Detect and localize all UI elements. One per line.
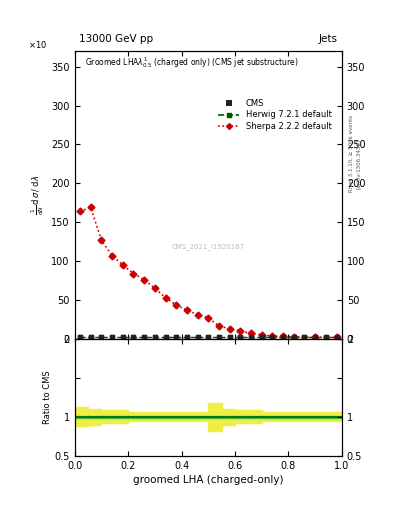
Text: CMS_2021_I1920187: CMS_2021_I1920187 bbox=[172, 243, 245, 250]
X-axis label: groomed LHA (charged-only): groomed LHA (charged-only) bbox=[133, 475, 283, 485]
Y-axis label: $\frac{1}{\mathrm{d}N}\,\mathrm{d}\,\sigma\,/\,\mathrm{d}\,\lambda$: $\frac{1}{\mathrm{d}N}\,\mathrm{d}\,\sig… bbox=[29, 175, 46, 216]
Text: 13000 GeV pp: 13000 GeV pp bbox=[79, 33, 153, 44]
Text: $\times 10$: $\times 10$ bbox=[28, 39, 47, 50]
Text: Groomed LHA$\mathit{\lambda}^{1}_{0.5}$ (charged only) (CMS jet substructure): Groomed LHA$\mathit{\lambda}^{1}_{0.5}$ … bbox=[85, 55, 299, 71]
Text: Rivet 3.1.10, ≥ 500k events: Rivet 3.1.10, ≥ 500k events bbox=[349, 115, 354, 192]
Legend: CMS, Herwig 7.2.1 default, Sherpa 2.2.2 default: CMS, Herwig 7.2.1 default, Sherpa 2.2.2 … bbox=[215, 96, 335, 134]
Text: [arXiv:1306.3436]: [arXiv:1306.3436] bbox=[356, 139, 361, 189]
Text: Jets: Jets bbox=[319, 33, 338, 44]
Y-axis label: Ratio to CMS: Ratio to CMS bbox=[43, 371, 51, 424]
